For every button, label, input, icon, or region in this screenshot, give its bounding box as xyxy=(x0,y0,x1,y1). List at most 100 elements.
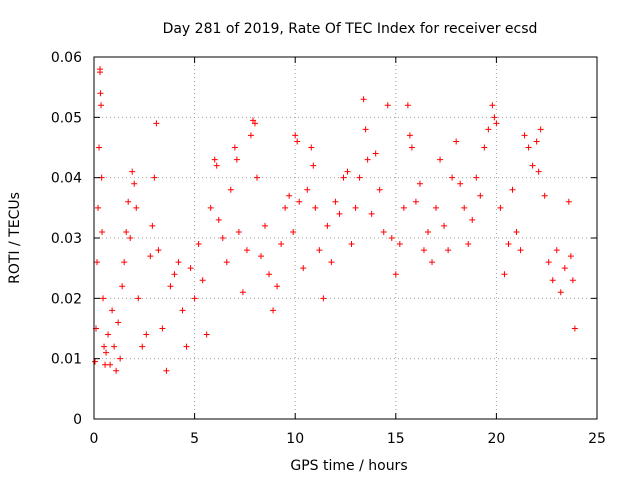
x-tick-label: 25 xyxy=(588,431,606,447)
data-point xyxy=(348,241,355,248)
data-point xyxy=(376,186,383,193)
data-point xyxy=(497,204,504,211)
data-point xyxy=(155,247,162,254)
data-point xyxy=(133,204,140,211)
x-tick-label: 15 xyxy=(387,431,405,447)
data-point xyxy=(278,241,285,248)
data-point xyxy=(117,355,124,362)
y-tick-label: 0.02 xyxy=(51,291,82,307)
data-point xyxy=(537,126,544,133)
data-point xyxy=(384,102,391,109)
data-point xyxy=(489,102,496,109)
data-point xyxy=(147,253,154,260)
data-point xyxy=(103,349,110,356)
data-point xyxy=(535,168,542,175)
data-point xyxy=(243,247,250,254)
data-point xyxy=(97,69,104,76)
data-point xyxy=(109,307,116,314)
data-point xyxy=(171,271,178,278)
data-point xyxy=(98,102,105,109)
data-point xyxy=(270,307,277,314)
data-point xyxy=(107,361,114,368)
data-point xyxy=(296,198,303,205)
data-point xyxy=(199,277,206,284)
data-point xyxy=(473,174,480,181)
data-point xyxy=(257,253,264,260)
y-tick-label: 0.04 xyxy=(51,171,82,187)
chart-title: Day 281 of 2019, Rate Of TEC Index for r… xyxy=(163,21,538,37)
data-point xyxy=(308,144,315,151)
data-point xyxy=(135,295,142,302)
data-point xyxy=(408,144,415,151)
data-point xyxy=(549,277,556,284)
data-point xyxy=(324,222,331,229)
data-point xyxy=(416,180,423,187)
data-point xyxy=(97,90,104,97)
data-point xyxy=(92,358,99,365)
data-point xyxy=(123,228,130,235)
data-point xyxy=(151,174,158,181)
data-point xyxy=(320,295,327,302)
data-point xyxy=(207,204,214,211)
data-point xyxy=(102,361,109,368)
data-point xyxy=(372,150,379,157)
data-point xyxy=(368,210,375,217)
data-point xyxy=(505,241,512,248)
data-point xyxy=(262,222,269,229)
data-point xyxy=(469,216,476,223)
data-point xyxy=(139,343,146,350)
data-point xyxy=(183,343,190,350)
data-point xyxy=(94,259,101,266)
data-point xyxy=(396,241,403,248)
data-point xyxy=(477,192,484,199)
data-point xyxy=(380,228,387,235)
data-point xyxy=(121,259,128,266)
data-point xyxy=(223,259,230,266)
data-point xyxy=(231,144,238,151)
data-point xyxy=(449,174,456,181)
data-point xyxy=(274,283,281,290)
data-point xyxy=(517,247,524,254)
data-point xyxy=(129,168,136,175)
data-point xyxy=(115,319,122,326)
scatter-points xyxy=(92,66,578,374)
data-point xyxy=(465,241,472,248)
data-point xyxy=(525,144,532,151)
y-tick-label: 0.01 xyxy=(51,352,82,368)
y-tick-label: 0.03 xyxy=(51,231,82,247)
data-point xyxy=(167,283,174,290)
data-point xyxy=(191,295,198,302)
data-point xyxy=(113,367,120,374)
data-point xyxy=(249,117,256,124)
data-point xyxy=(404,102,411,109)
data-point xyxy=(247,132,254,139)
data-point xyxy=(282,204,289,211)
data-point xyxy=(533,138,540,145)
data-point xyxy=(406,132,413,139)
data-point xyxy=(101,343,108,350)
data-point xyxy=(481,144,488,151)
data-point xyxy=(541,192,548,199)
data-point xyxy=(336,210,343,217)
data-point xyxy=(111,343,118,350)
data-point xyxy=(100,295,107,302)
data-point xyxy=(569,277,576,284)
data-point xyxy=(127,235,134,241)
data-point xyxy=(105,331,112,338)
data-point xyxy=(429,259,436,266)
data-point xyxy=(131,180,138,187)
data-point xyxy=(561,265,568,272)
data-point xyxy=(437,156,444,163)
data-point xyxy=(304,186,311,193)
x-tick-label: 10 xyxy=(286,431,304,447)
data-point xyxy=(266,271,273,278)
data-point xyxy=(203,331,210,338)
data-point xyxy=(239,289,246,296)
data-point xyxy=(557,289,564,296)
data-point xyxy=(521,132,528,139)
data-point xyxy=(294,138,301,145)
data-point xyxy=(187,265,194,272)
data-point xyxy=(491,114,498,121)
data-point xyxy=(149,222,156,229)
